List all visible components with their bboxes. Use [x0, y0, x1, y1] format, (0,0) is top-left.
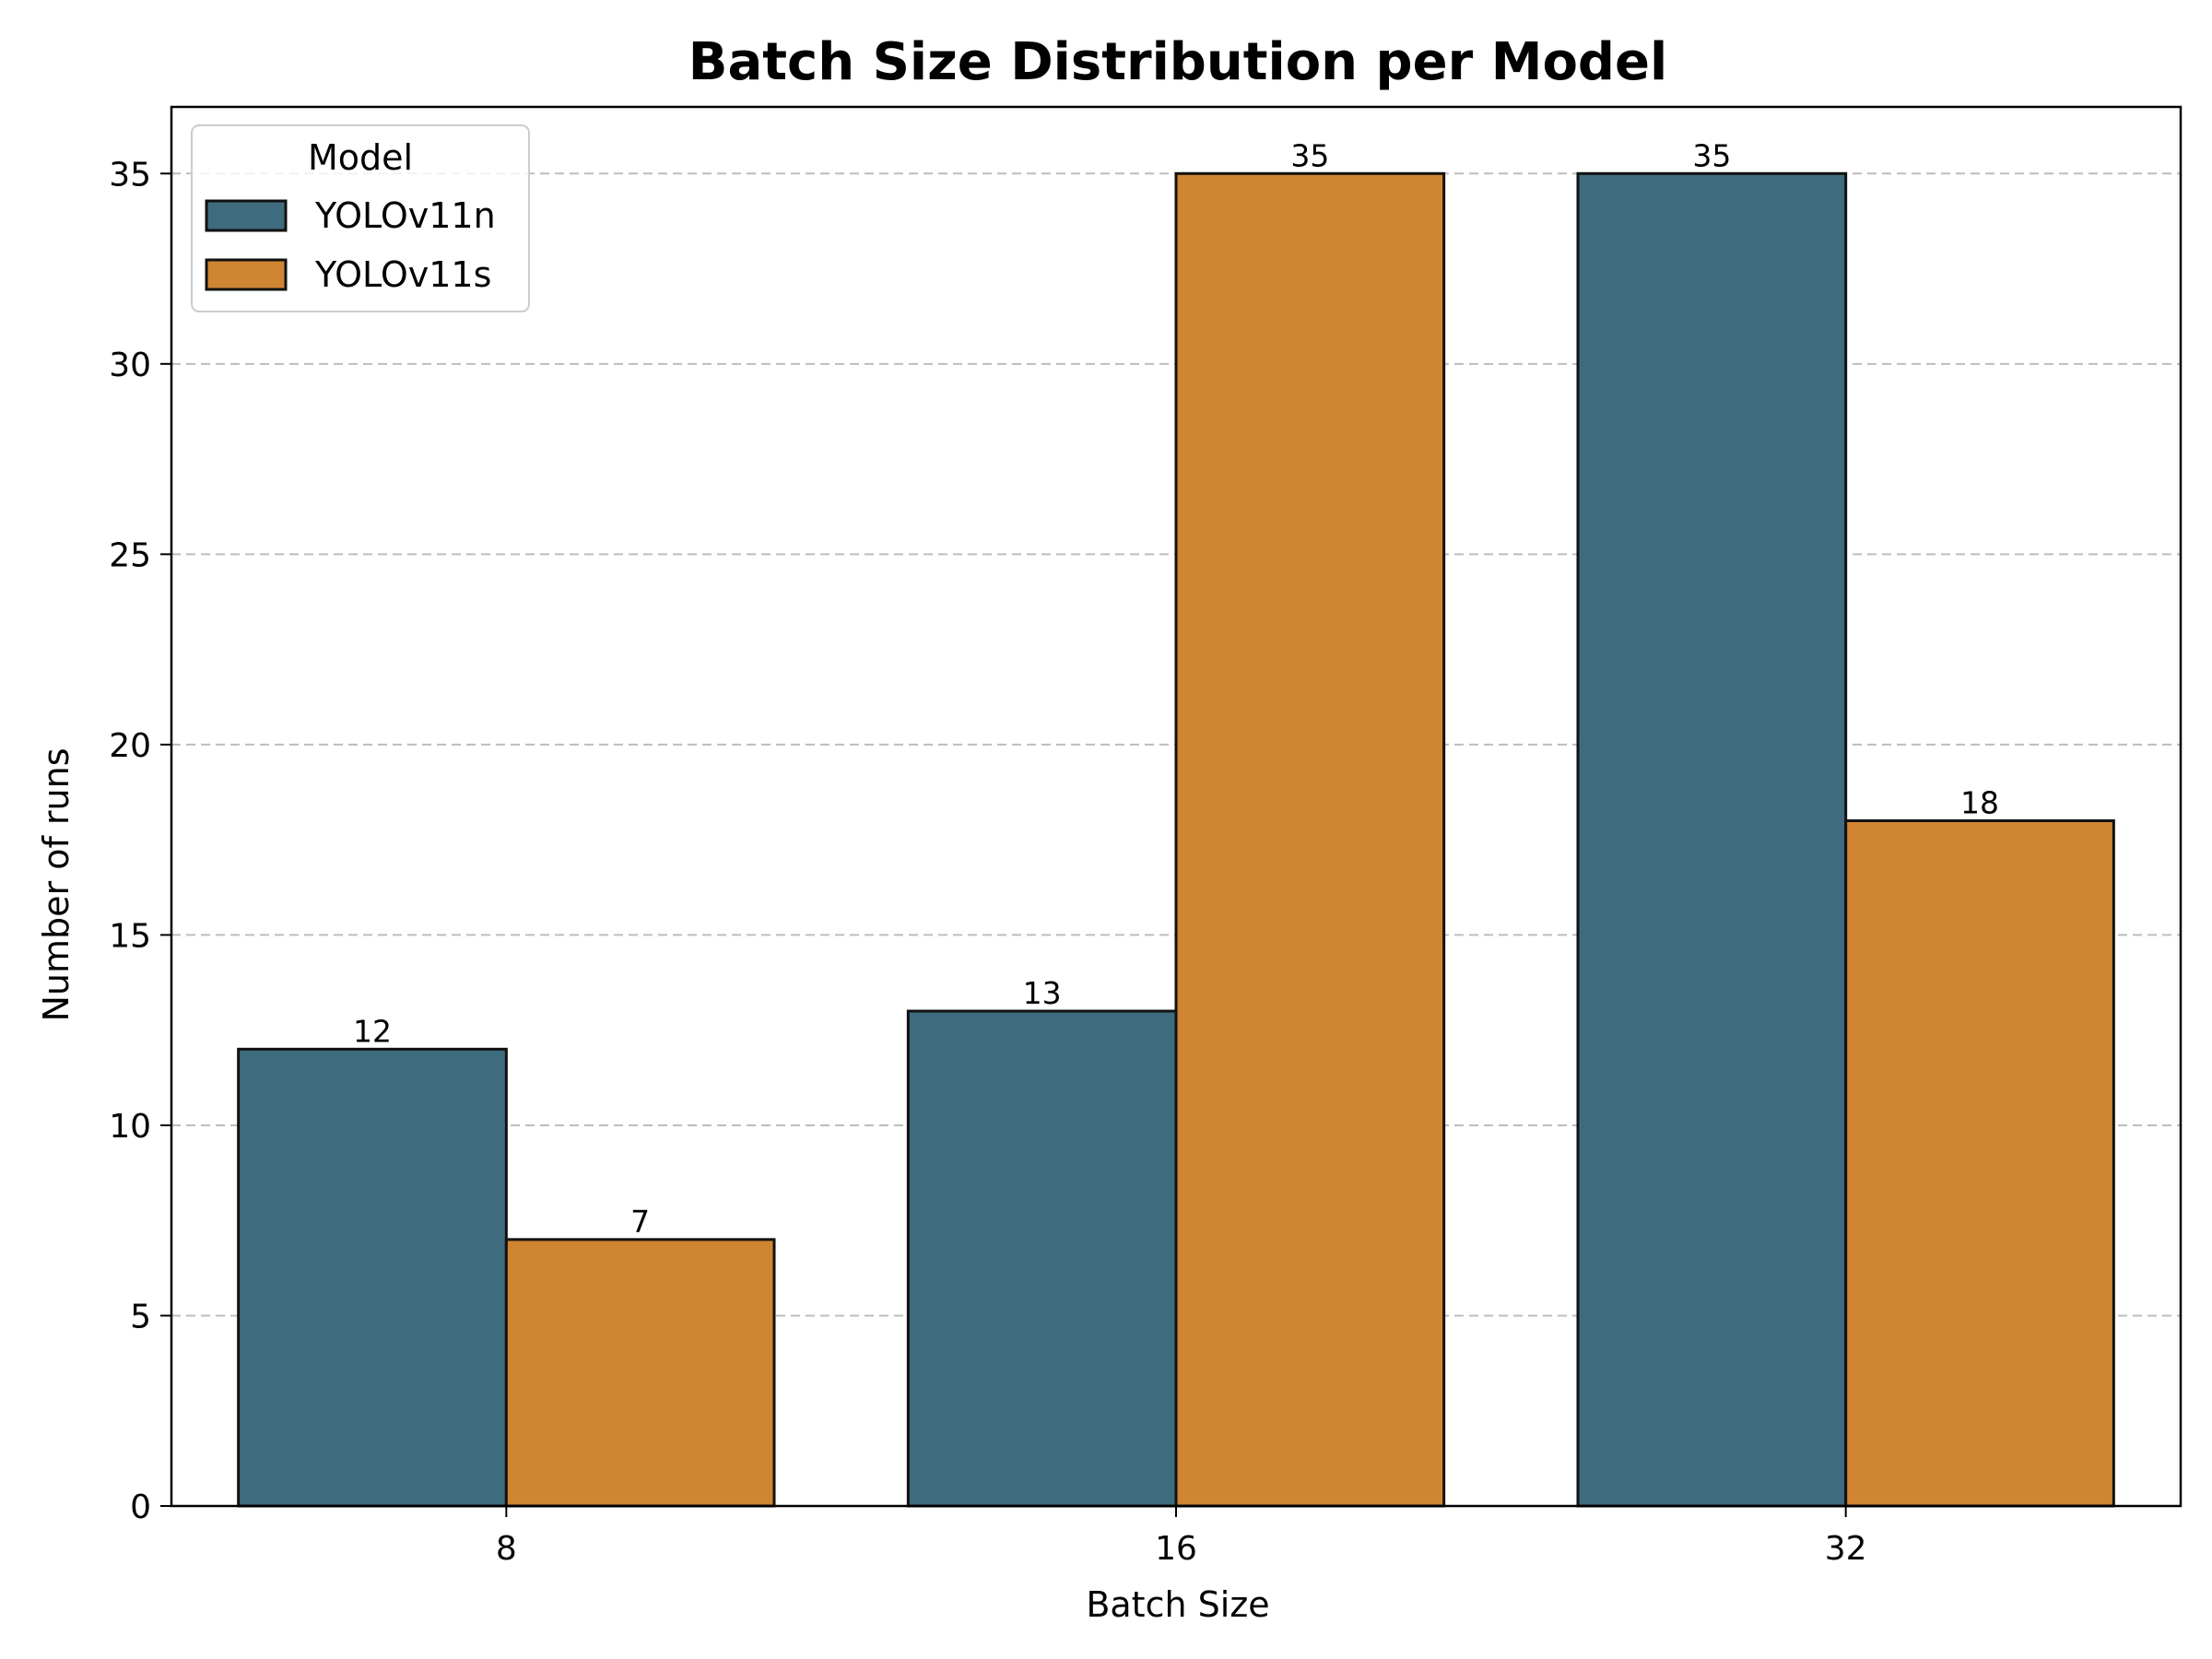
bar-yolov11n-16: [906, 1009, 1178, 1508]
y-axis-ticks: 0 5 10 15 20 25 30 35: [109, 156, 171, 1526]
bar-value-label: 13: [1023, 975, 1062, 1011]
legend-label-yolov11s: YOLOv11s: [314, 254, 491, 295]
y-tick-label: 25: [109, 536, 151, 574]
bar-value-label: 35: [1692, 137, 1731, 173]
bars: [237, 171, 2115, 1508]
x-axis-ticks: 8 16 32: [496, 1506, 1867, 1568]
y-tick-label: 0: [130, 1488, 151, 1526]
bar-yolov11n-8: [237, 1047, 508, 1508]
legend-items: YOLOv11n YOLOv11s: [205, 195, 496, 295]
legend-title: Model: [308, 137, 413, 178]
bar-value-label: 12: [353, 1013, 392, 1049]
legend-swatch-yolov11s: [205, 258, 288, 291]
legend: Model YOLOv11n YOLOv11s: [191, 124, 530, 312]
x-axis-label: Batch Size: [1086, 1584, 1269, 1625]
legend-swatch-yolov11n: [205, 199, 288, 232]
bar-value-label: 18: [1960, 784, 1999, 820]
chart-title: Batch Size Distribution per Model: [688, 32, 1667, 92]
legend-label-yolov11n: YOLOv11n: [314, 195, 496, 236]
y-tick-label: 35: [109, 156, 151, 194]
bar-yolov11s-8: [504, 1238, 776, 1508]
x-tick-label: 8: [496, 1530, 517, 1568]
y-tick-label: 10: [109, 1108, 151, 1146]
bar-value-labels: 12 7 13 35 35 18: [353, 137, 1999, 1240]
bar-yolov11s-32: [1844, 818, 2115, 1508]
y-tick-label: 30: [109, 347, 151, 384]
bar-value-label: 35: [1290, 137, 1329, 173]
bar-yolov11s-16: [1174, 171, 1446, 1508]
y-axis-label: Number of runs: [36, 747, 76, 1021]
bar-value-label: 7: [630, 1204, 650, 1240]
x-tick-label: 16: [1155, 1530, 1197, 1568]
y-tick-label: 15: [109, 917, 151, 955]
y-tick-label: 20: [109, 727, 151, 765]
y-tick-label: 5: [130, 1298, 151, 1335]
x-tick-label: 32: [1825, 1530, 1867, 1568]
bar-yolov11n-32: [1576, 171, 1848, 1508]
